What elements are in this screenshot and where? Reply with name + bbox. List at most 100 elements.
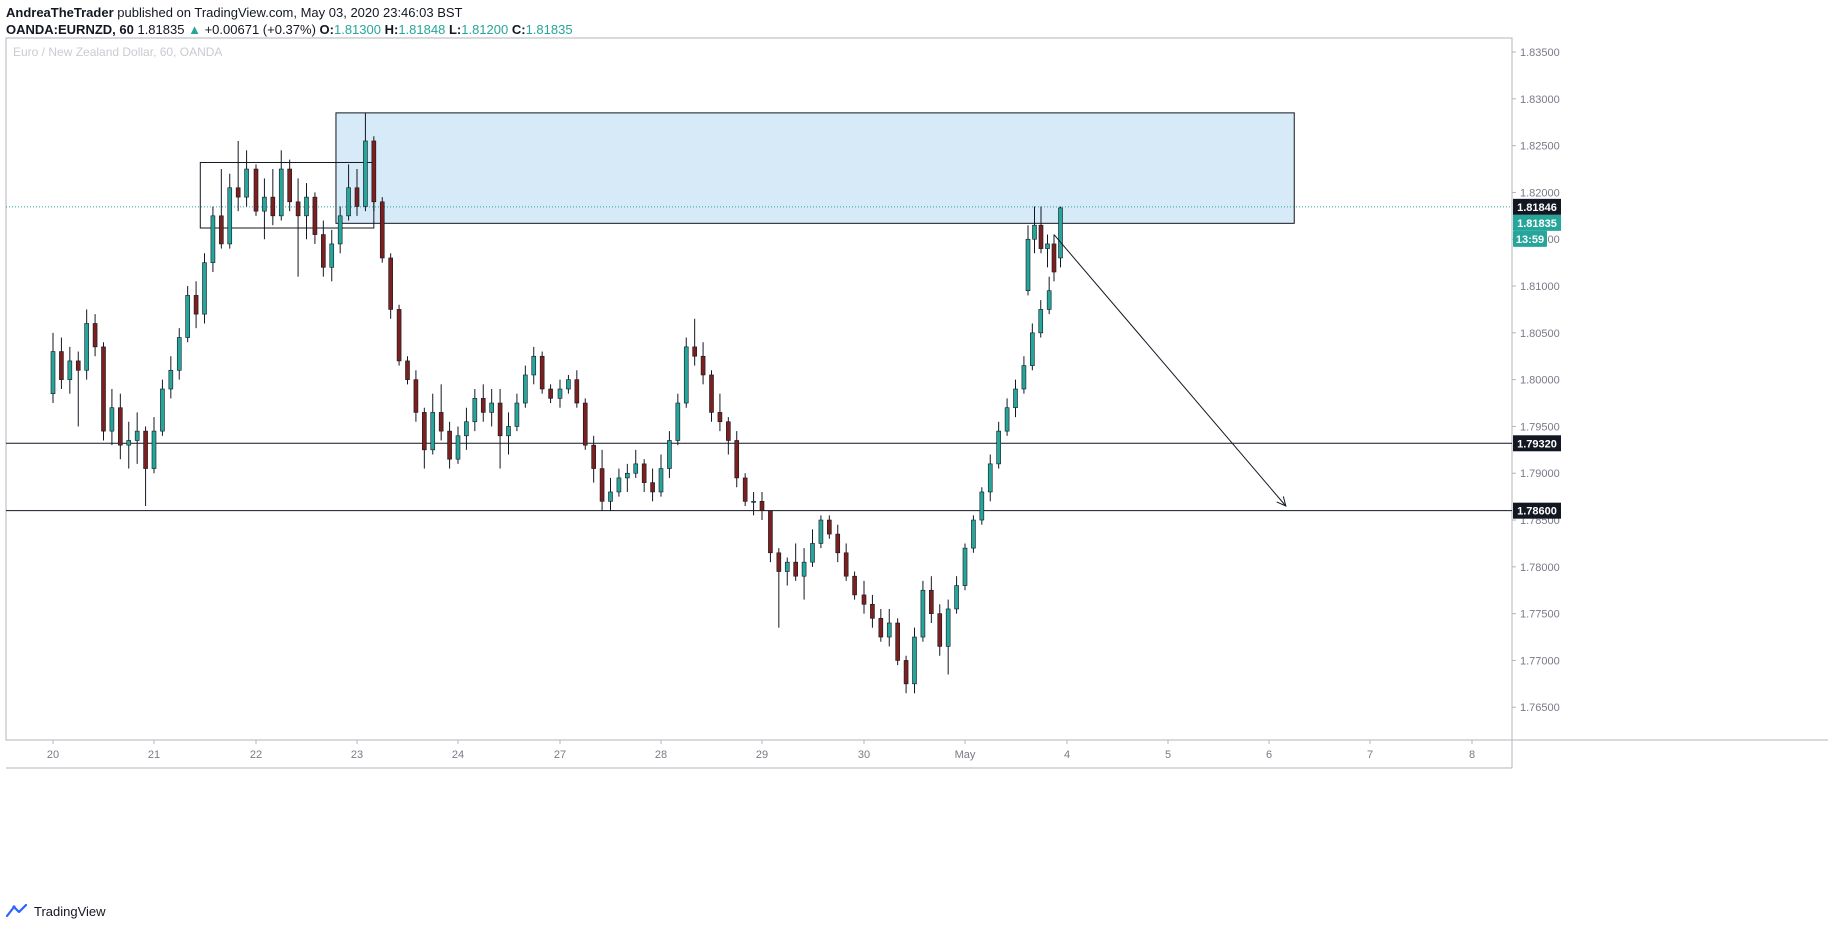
- x-tick-label: 4: [1064, 749, 1070, 761]
- candle-body: [287, 168, 292, 203]
- footer: TradingView: [6, 900, 106, 922]
- candle-body: [497, 402, 503, 437]
- candle-body: [641, 463, 647, 483]
- candle-body: [548, 388, 553, 399]
- candle-body: [574, 379, 580, 404]
- candle-body: [734, 440, 740, 479]
- x-tick-label: 22: [250, 749, 262, 761]
- symbol-info-line: OANDA:EURNZD, 60 1.81835 ▲ +0.00671 (+0.…: [6, 21, 573, 38]
- candle-body: [929, 589, 934, 614]
- candle-body: [903, 660, 909, 685]
- candle-body: [413, 379, 419, 413]
- candle-body: [768, 510, 773, 554]
- candle-body: [625, 472, 630, 479]
- y-tick-label: 1.78000: [1520, 562, 1560, 574]
- candle-body: [202, 262, 207, 315]
- candle-body: [219, 215, 224, 245]
- x-tick-label: 21: [148, 749, 160, 761]
- candle-body: [50, 351, 56, 394]
- y-tick-label: 1.79000: [1520, 468, 1560, 480]
- candle-body: [101, 346, 106, 432]
- author-name[interactable]: AndreaTheTrader: [6, 5, 114, 20]
- candle-body: [895, 622, 900, 661]
- x-tick-label: 28: [655, 749, 667, 761]
- candle-body: [371, 140, 377, 203]
- candle-body: [700, 355, 706, 376]
- candle-body: [1021, 365, 1027, 390]
- candle-body: [692, 346, 697, 357]
- candle-body: [751, 501, 756, 503]
- candle-body: [270, 196, 276, 217]
- candle-body: [262, 196, 267, 212]
- x-tick-label: 24: [452, 749, 464, 761]
- candle-body: [312, 196, 318, 235]
- candle-body: [193, 295, 199, 315]
- candle-body: [278, 168, 284, 217]
- candle-body: [405, 360, 410, 380]
- y-tick-label: 1.82500: [1520, 141, 1560, 153]
- candle-body: [354, 187, 360, 207]
- y-tick-label: 1.79500: [1520, 421, 1560, 433]
- candle-body: [650, 482, 655, 493]
- x-tick-label: 29: [756, 749, 768, 761]
- candle-body: [709, 374, 714, 413]
- candle-body: [971, 519, 976, 549]
- candle-body: [227, 187, 233, 245]
- candle-body: [531, 355, 537, 376]
- candle-body: [388, 257, 393, 310]
- price-label-bg: [1513, 502, 1561, 519]
- candle-body: [852, 575, 857, 596]
- candle-body: [801, 561, 807, 577]
- candle-body: [480, 398, 486, 413]
- price-change: +0.00671 (+0.37%): [204, 22, 316, 37]
- candle-body: [295, 201, 301, 217]
- candle-body: [168, 369, 174, 390]
- candle-body: [878, 618, 884, 638]
- candle-body: [92, 323, 98, 348]
- x-tick-label: 5: [1165, 749, 1171, 761]
- projection-arrow-line: [1053, 234, 1287, 507]
- candle-body: [126, 440, 132, 446]
- published-text: published on TradingView.com, May 03, 20…: [117, 5, 463, 20]
- footer-brand[interactable]: TradingView: [34, 903, 106, 919]
- candle-body: [321, 234, 326, 268]
- close-label: C:: [511, 22, 526, 37]
- candle-body: [827, 519, 832, 535]
- high-value: 1.81848: [398, 22, 446, 37]
- price-label-bg: [1513, 435, 1561, 452]
- candle-body: [304, 196, 309, 217]
- candle-body: [835, 533, 841, 554]
- candle-body: [151, 430, 157, 469]
- candle-body: [1051, 243, 1057, 273]
- candle-body: [616, 477, 622, 493]
- y-tick-label: 1.80500: [1520, 328, 1560, 340]
- price-label: 1.81846: [1517, 202, 1557, 214]
- candle-body: [742, 477, 748, 502]
- candle-body: [979, 491, 985, 521]
- candle-body: [447, 430, 452, 460]
- price-label-bg: [1513, 230, 1547, 247]
- candle-body: [591, 444, 596, 469]
- low-label: L:: [448, 22, 462, 37]
- candle-body: [379, 201, 385, 259]
- candle-body: [489, 402, 494, 413]
- candle-body: [75, 360, 81, 371]
- candle-body: [1038, 224, 1044, 249]
- candle-body: [109, 407, 115, 432]
- candle-body: [683, 346, 689, 404]
- x-tick-label: 6: [1266, 749, 1272, 761]
- price-label: 1.81835: [1517, 218, 1557, 230]
- price-label-bg: [1513, 198, 1561, 215]
- candle-body: [244, 168, 249, 198]
- candle-body: [1004, 407, 1010, 432]
- candle-body: [912, 636, 917, 685]
- candle-body: [726, 421, 731, 441]
- y-tick-label: 1.80000: [1520, 375, 1560, 387]
- candle-body: [235, 187, 241, 198]
- candle-body: [160, 388, 165, 432]
- candle-body: [396, 309, 402, 362]
- tradingview-logo-icon[interactable]: [6, 904, 28, 918]
- candle-body: [1046, 290, 1052, 310]
- price-label: 13:59: [1516, 234, 1544, 246]
